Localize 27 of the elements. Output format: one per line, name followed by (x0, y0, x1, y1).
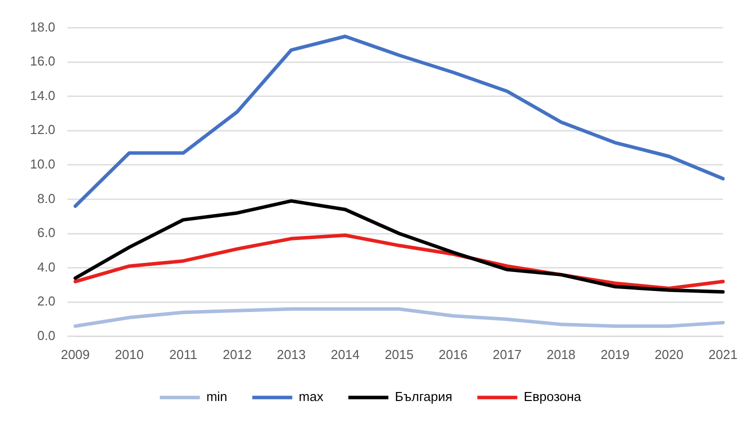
x-tick-label: 2018 (546, 346, 576, 362)
x-tick-label: 2014 (330, 346, 360, 362)
y-tick-label: 10.0 (30, 156, 56, 172)
x-tick-label: 2015 (384, 346, 414, 362)
y-tick-label: 2.0 (37, 294, 56, 309)
x-tick-label: 2021 (708, 346, 738, 362)
x-tick-label: 2016 (438, 346, 468, 362)
x-tick-label: 2019 (600, 346, 630, 362)
y-tick-label: 14.0 (30, 88, 56, 103)
x-tick-label: 2011 (169, 346, 198, 362)
x-tick-label: 2020 (654, 346, 684, 362)
y-tick-label: 18.0 (30, 19, 56, 34)
x-tick-label: 2012 (222, 346, 252, 362)
legend-label: max (298, 389, 324, 404)
x-tick-label: 2017 (492, 346, 522, 362)
legend-label: България (394, 389, 452, 404)
y-tick-label: 4.0 (37, 259, 56, 274)
y-tick-label: 0.0 (37, 328, 56, 343)
legend-label: min (206, 389, 228, 404)
y-tick-label: 16.0 (30, 54, 56, 69)
legend-label: Еврозона (524, 389, 582, 404)
y-tick-label: 6.0 (37, 225, 56, 240)
x-tick-label: 2010 (114, 346, 144, 362)
x-tick-label: 2013 (276, 346, 306, 362)
x-tick-label: 2009 (60, 346, 90, 362)
y-tick-label: 8.0 (37, 190, 56, 206)
y-tick-label: 12.0 (30, 122, 56, 138)
